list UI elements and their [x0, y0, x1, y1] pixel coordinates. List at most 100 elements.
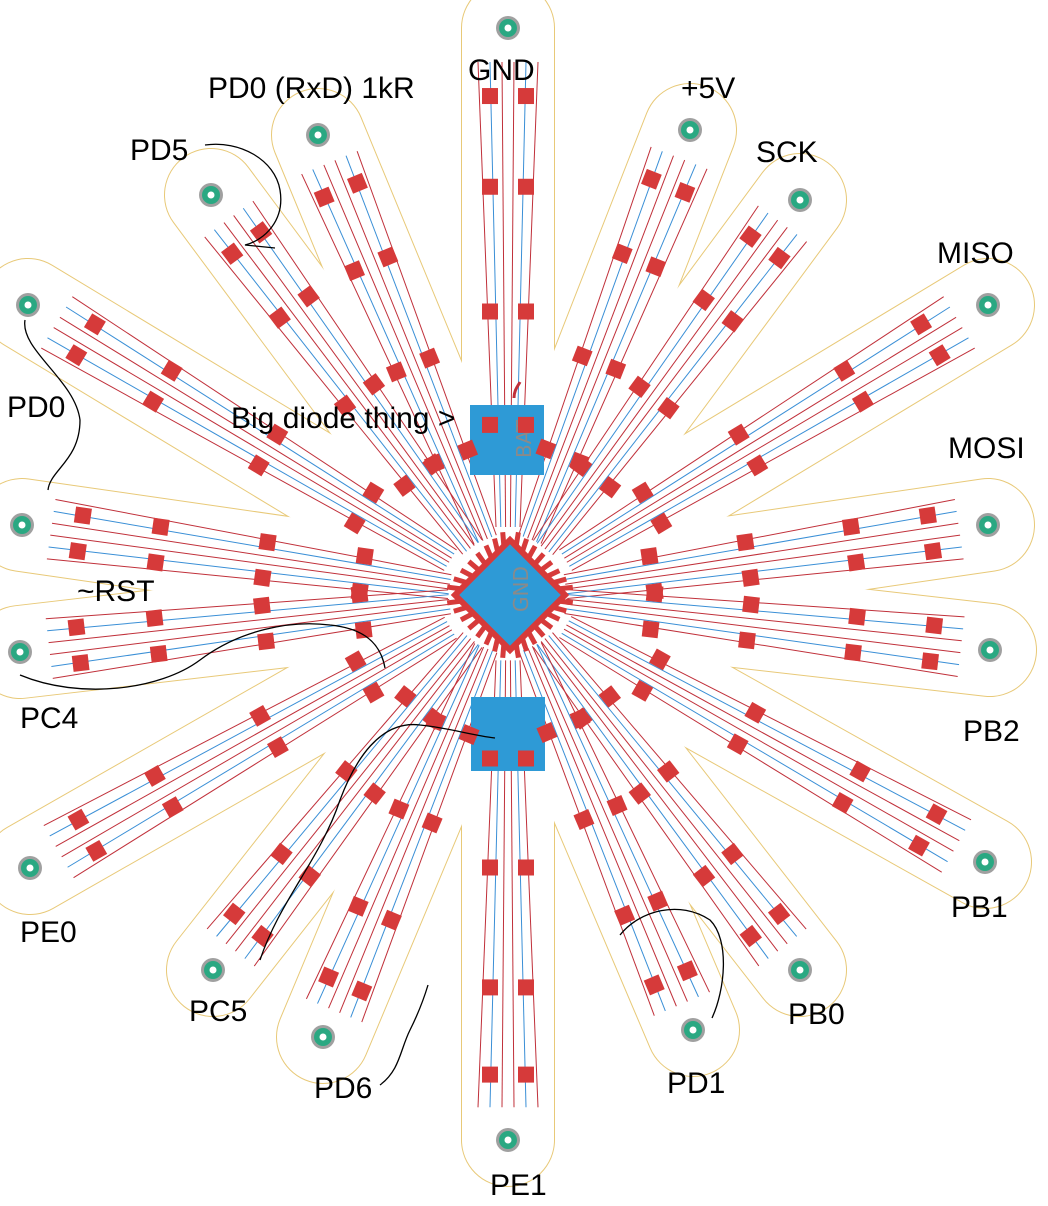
- smd-pad-15-3-1: [318, 966, 340, 988]
- copper-fill-top: [470, 405, 544, 475]
- smd-pad-0-0-1: [518, 416, 534, 433]
- label-pb1: PB1: [951, 891, 1008, 924]
- trace-8-5: [567, 558, 964, 599]
- smd-pad-1-1-0: [385, 361, 407, 383]
- trace-4-5: [552, 241, 807, 556]
- smd-pad-9-2-0: [149, 645, 168, 663]
- trace-13-4: [216, 635, 468, 937]
- trace-4-0: [532, 205, 759, 541]
- smd-pad-16-2-0: [647, 890, 669, 912]
- wire-pd6: [379, 984, 429, 1086]
- via-hole-13: [209, 966, 217, 974]
- smd-pad-14-2-0: [721, 842, 744, 866]
- smd-pad-10-2-0: [848, 607, 866, 626]
- smd-pad-11-3-0: [85, 839, 108, 862]
- trace-3-1: [213, 229, 467, 552]
- trace-8-3: [565, 534, 961, 590]
- trace-9-3: [48, 598, 450, 644]
- smd-pad-1-1-1: [419, 347, 441, 369]
- trace-7-0: [46, 558, 449, 599]
- smd-pad-12-2-1: [831, 792, 854, 814]
- trace-1-3: [334, 160, 488, 540]
- via-hole-3: [207, 191, 215, 199]
- smd-pad-15-2-0: [380, 909, 402, 931]
- smd-pad-17-2-0: [518, 979, 534, 996]
- smd-pad-11-0-0: [362, 681, 385, 704]
- label-pe1: PE1: [490, 1169, 547, 1202]
- smd-pad-6-1-1: [746, 454, 769, 477]
- trace-4-2: [540, 219, 779, 547]
- trace-14-5: [533, 647, 760, 967]
- trace-11-5: [43, 616, 445, 827]
- trace-10-0: [567, 589, 965, 618]
- via-hole-11: [26, 864, 34, 872]
- smd-pad-9-1-0: [257, 632, 275, 651]
- smd-pad-10-1-0: [742, 595, 760, 614]
- trace-6-4: [569, 337, 969, 567]
- smd-pads: [65, 88, 951, 1083]
- trace-9-0: [52, 613, 451, 679]
- smd-pad-1-0-1: [457, 439, 479, 461]
- smd-pad-9-3-1: [67, 618, 86, 637]
- smd-pad-13-2-1: [270, 842, 293, 866]
- hand-drawn-wires: [19, 143, 725, 1086]
- trace-13-2: [235, 641, 475, 952]
- smd-pad-13-1-1: [335, 760, 358, 783]
- smd-pad-8-1-1: [741, 568, 760, 587]
- smd-pad-16-1-1: [573, 809, 595, 831]
- trace-2-5: [540, 168, 708, 544]
- smd-pad-7-0-1: [355, 547, 374, 566]
- smd-pad-6-1-0: [727, 423, 750, 446]
- label-pb0: PB0: [788, 998, 845, 1031]
- smd-pad-3-2-0: [268, 306, 291, 329]
- trace-1-1: [312, 169, 480, 543]
- smd-pad-4-2-1: [721, 310, 744, 333]
- trace-8-1: [564, 510, 957, 580]
- smd-pad-2-3-1: [674, 181, 696, 203]
- wire-pd5: [204, 143, 282, 249]
- smd-pad-5-1-1: [266, 423, 289, 446]
- smd-pad-17-3-1: [482, 1066, 498, 1083]
- smd-pad-1-3-1: [346, 172, 368, 194]
- smd-pad-7-3-1: [73, 506, 92, 525]
- smd-pad-13-1-0: [363, 782, 386, 805]
- smd-pad-7-2-1: [151, 517, 170, 536]
- trace-14-1: [548, 635, 798, 937]
- smd-pad-15-2-1: [347, 895, 369, 917]
- smd-pad-14-3-1: [739, 924, 762, 948]
- smd-pad-8-2-0: [841, 517, 861, 536]
- smd-pad-8-2-1: [847, 553, 866, 572]
- smd-pad-10-0-1: [641, 620, 660, 639]
- trace-5-5: [72, 296, 457, 551]
- smd-pad-13-0-1: [394, 685, 417, 708]
- smd-pad-6-2-1: [851, 390, 874, 413]
- trace-3-4: [242, 207, 479, 543]
- trace-10-4: [564, 608, 960, 666]
- wire-pd1: [619, 908, 725, 1019]
- via-hole-17: [504, 1136, 512, 1144]
- via-hole-2: [686, 126, 694, 134]
- smd-pad-3-1-1: [362, 373, 386, 396]
- smd-pad-6-0-0: [631, 481, 654, 504]
- trace-14-4: [536, 644, 769, 959]
- smd-pad-0-3-0: [482, 88, 498, 105]
- smd-pad-0-2-1: [518, 178, 534, 195]
- label-pb2: PB2: [963, 715, 1020, 748]
- smd-pad-13-3-0: [251, 924, 274, 948]
- trace-6-2: [564, 316, 957, 559]
- trace-12-5: [559, 637, 942, 873]
- trace-14-3: [540, 641, 779, 952]
- smd-pad-11-2-1: [143, 765, 166, 787]
- trace-15-3: [328, 646, 485, 1009]
- smd-pad-15-0-0: [458, 724, 480, 746]
- smd-pad-10-1-1: [738, 631, 756, 650]
- trace-7-5: [55, 499, 452, 576]
- smd-pad-6-3-1: [928, 344, 951, 367]
- smd-pad-16-0-0: [569, 707, 591, 729]
- trace-5-0: [41, 347, 445, 571]
- traces: [41, 62, 975, 1108]
- smd-pad-4-0-0: [569, 454, 593, 477]
- smd-pad-0-0-0: [482, 416, 498, 433]
- trace-1-0: [301, 173, 475, 545]
